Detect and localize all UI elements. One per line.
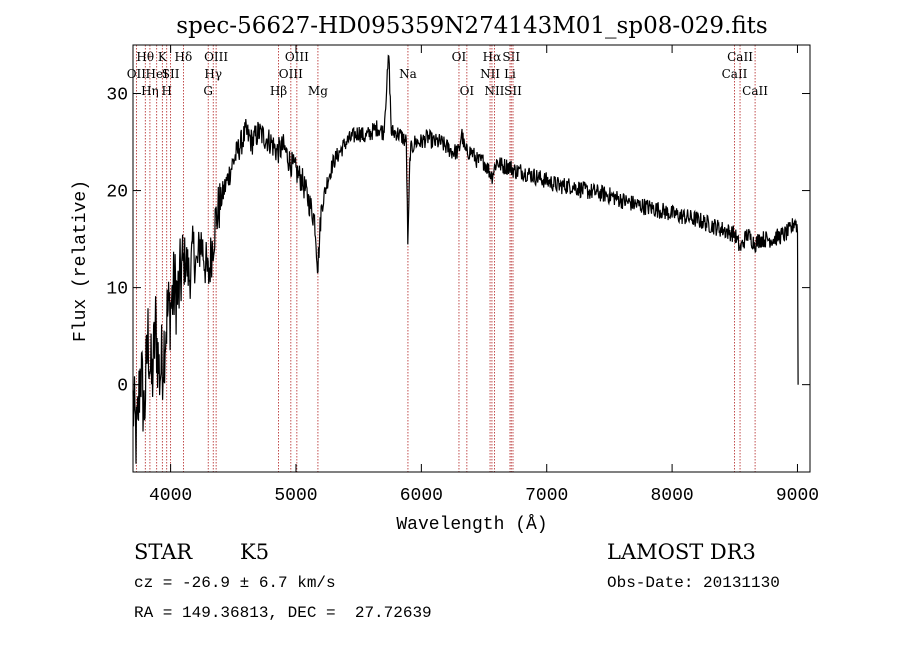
line-label-17: OI [460,84,475,98]
line-label-11: Hβ [270,84,287,98]
line-label-5: H [161,84,171,98]
redshift-text: cz = -26.9 ± 6.7 km/s [134,574,336,592]
y-tick-label-30: 30 [106,86,128,106]
x-tick-label-4000: 4000 [149,486,192,506]
y-axis-label: Flux (relative) [71,180,91,342]
line-label-19: Hα [483,50,502,64]
line-label-18: NII [480,67,500,81]
line-label-15: Na [399,67,417,81]
line-label-10: OIII [204,50,228,64]
y-tick-label-0: 0 [117,377,128,397]
line-label-12: OIII [279,67,303,81]
line-label-0: OII [127,67,147,81]
line-label-26: CaII [742,84,768,98]
x-tick-label-7000: 7000 [525,486,568,506]
line-label-22: SII [502,50,520,64]
line-label-6: SII [162,67,180,81]
line-label-20: NII [484,84,504,98]
line-label-13: OIII [285,50,309,64]
line-label-8: G [203,84,213,98]
coordinates-text: RA = 149.36813, DEC = 27.72639 [134,604,432,622]
axis-ticks: 4000 5000 6000 7000 8000 9000 0 10 20 30 [106,45,819,506]
line-label-14: Mg [308,84,328,98]
line-label-25: CaII [727,50,753,64]
y-tick-label-10: 10 [106,280,128,300]
x-tick-label-8000: 8000 [650,486,693,506]
object-class: STAR [134,540,193,564]
object-subclass: K5 [240,540,270,564]
line-label-16: OI [452,50,467,64]
line-label-2: Hη [141,84,159,98]
plot-frame [132,44,811,473]
line-label-4: K [158,50,168,64]
x-tick-label-6000: 6000 [400,486,443,506]
x-tick-label-5000: 5000 [274,486,317,506]
chart-title: spec-56627-HD095359N274143M01_sp08-029.f… [176,13,767,39]
line-label-1: Hθ [136,50,154,64]
line-label-24: CaII [722,67,748,81]
line-label-21: Li [504,67,516,81]
line-label-7: Hδ [175,50,193,64]
x-tick-label-9000: 9000 [776,486,819,506]
survey-name: LAMOST DR3 [607,540,756,564]
emission-line-markers: OIIHθHηHeIKHSIIHδGHγOIIIHβOIIIOIIIMgNaOI… [127,45,768,472]
obs-date-text: Obs-Date: 20131130 [607,574,780,592]
flux-series-line [132,54,799,464]
line-label-9: Hγ [204,67,222,81]
y-tick-label-20: 20 [106,183,128,203]
line-label-23: SII [504,84,522,98]
x-axis-label: Wavelength (Å) [396,514,547,535]
